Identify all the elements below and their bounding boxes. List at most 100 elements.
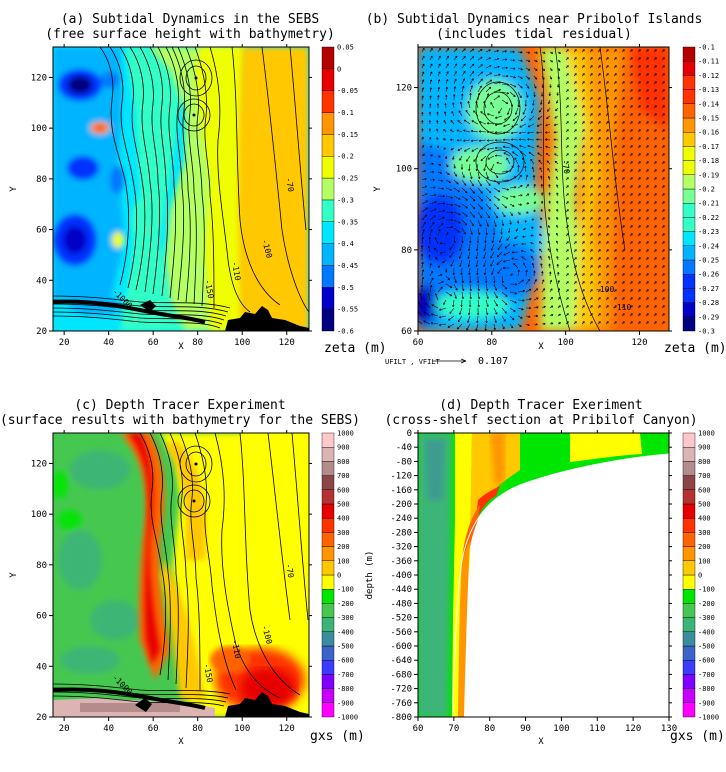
velocity-vector (509, 176, 517, 181)
colorbar-label: -0.6 (337, 328, 354, 336)
vector-arrowhead (430, 229, 433, 232)
velocity-vector (520, 115, 527, 122)
vector-arrowhead (598, 73, 601, 76)
velocity-vector (545, 131, 551, 133)
vector-arrowhead (582, 305, 585, 308)
vector-arrowhead (461, 280, 464, 284)
colorbar-label: -800 (698, 685, 715, 693)
velocity-vector (485, 235, 487, 243)
vector-arrowhead (557, 68, 561, 71)
colorbar-label: 900 (337, 444, 350, 452)
vector-arrowhead (566, 185, 569, 188)
vector-arrowhead (457, 119, 460, 123)
vector-arrowhead (590, 321, 593, 324)
vector-arrowhead (475, 264, 478, 268)
vector-arrowhead (475, 168, 479, 172)
y-tick-label: 40 (36, 662, 47, 672)
vector-arrowhead (630, 265, 633, 268)
vector-arrowhead (622, 225, 625, 228)
vector-arrowhead (598, 209, 601, 212)
y-tick-label: 60 (36, 612, 47, 622)
velocity-vector (530, 107, 535, 114)
colorbar-label: -0.4 (337, 240, 354, 248)
vector-arrowhead (512, 204, 515, 207)
vector-arrowhead (606, 121, 609, 124)
vector-arrowhead (459, 264, 462, 267)
vector-arrowhead (540, 192, 544, 195)
vector-arrowhead (646, 57, 649, 60)
vector-arrowhead (457, 189, 460, 193)
vector-arrowhead (466, 159, 469, 162)
vector-arrowhead (512, 244, 516, 247)
velocity-vector (493, 66, 500, 69)
vector-arrowhead (531, 262, 535, 266)
vector-arrowhead (462, 78, 465, 81)
vector-arrowhead (432, 178, 435, 182)
vector-arrowhead (503, 253, 506, 256)
vector-arrowhead (574, 121, 577, 124)
colorbar-swatch (321, 432, 335, 448)
velocity-vector (509, 91, 516, 97)
vector-arrowhead (638, 105, 641, 108)
vector-arrowhead (454, 174, 458, 177)
vector-arrowhead (548, 208, 551, 212)
vector-arrowhead (582, 153, 585, 156)
velocity-vector (540, 99, 543, 105)
velocity-vector (453, 48, 458, 53)
velocity-vector (467, 101, 471, 109)
vector-arrowhead (529, 298, 532, 301)
velocity-vector (476, 315, 479, 323)
vector-arrowhead (434, 208, 437, 211)
vector-arrowhead (662, 217, 665, 220)
x-tick-label: 70 (448, 724, 459, 734)
velocity-vector (509, 323, 514, 329)
velocity-vector (418, 311, 423, 317)
vector-arrowhead (606, 97, 609, 100)
vector-arrowhead (662, 321, 665, 324)
vector-arrowhead (598, 113, 601, 116)
velocity-vector (553, 139, 559, 141)
vector-arrowhead (582, 233, 585, 236)
colorbar-label: -0.26 (698, 271, 719, 279)
vector-arrowhead (574, 97, 577, 100)
velocity-vector (525, 51, 530, 54)
vector-arrowhead (638, 177, 641, 180)
vector-arrowhead (456, 129, 459, 132)
vector-arrowhead (520, 316, 523, 319)
velocity-vector (501, 187, 509, 191)
vector-arrowhead (428, 236, 432, 239)
vector-arrowhead (517, 164, 520, 168)
vector-arrowhead (558, 296, 561, 300)
vector-arrowhead (662, 153, 665, 156)
vector-arrowhead (522, 235, 525, 238)
vector-arrowhead (582, 89, 585, 92)
velocity-vector (511, 145, 519, 149)
vector-arrowhead (606, 297, 609, 300)
colorbar-swatch (321, 134, 335, 157)
vector-arrowhead (534, 77, 538, 80)
colorbar-label: -0.19 (698, 171, 719, 179)
velocity-vector (512, 115, 519, 122)
vector-arrowhead (662, 89, 665, 92)
panel-c-ylabel: Y (9, 572, 19, 578)
y-tick-label: -40 (396, 443, 412, 453)
vector-arrowhead (554, 160, 558, 164)
vector-arrowhead (498, 111, 501, 114)
colorbar-label: -0.2 (337, 153, 354, 161)
vector-arrowhead (487, 157, 490, 160)
vector-arrowhead (606, 289, 609, 292)
vector-arrowhead (459, 101, 463, 104)
vector-arrowhead (556, 101, 559, 104)
vector-arrowhead (437, 79, 441, 82)
velocity-vector (461, 211, 468, 217)
vector-arrowhead (422, 229, 425, 232)
vector-arrowhead (503, 124, 506, 127)
vector-arrowhead (441, 222, 444, 226)
velocity-vector (473, 110, 479, 117)
y-tick-label: 20 (36, 327, 47, 337)
vector-arrowhead (556, 271, 560, 275)
y-tick-label: 20 (36, 713, 47, 723)
vector-arrowhead (614, 65, 617, 68)
velocity-vector (469, 267, 471, 275)
vector-arrowhead (566, 105, 569, 108)
